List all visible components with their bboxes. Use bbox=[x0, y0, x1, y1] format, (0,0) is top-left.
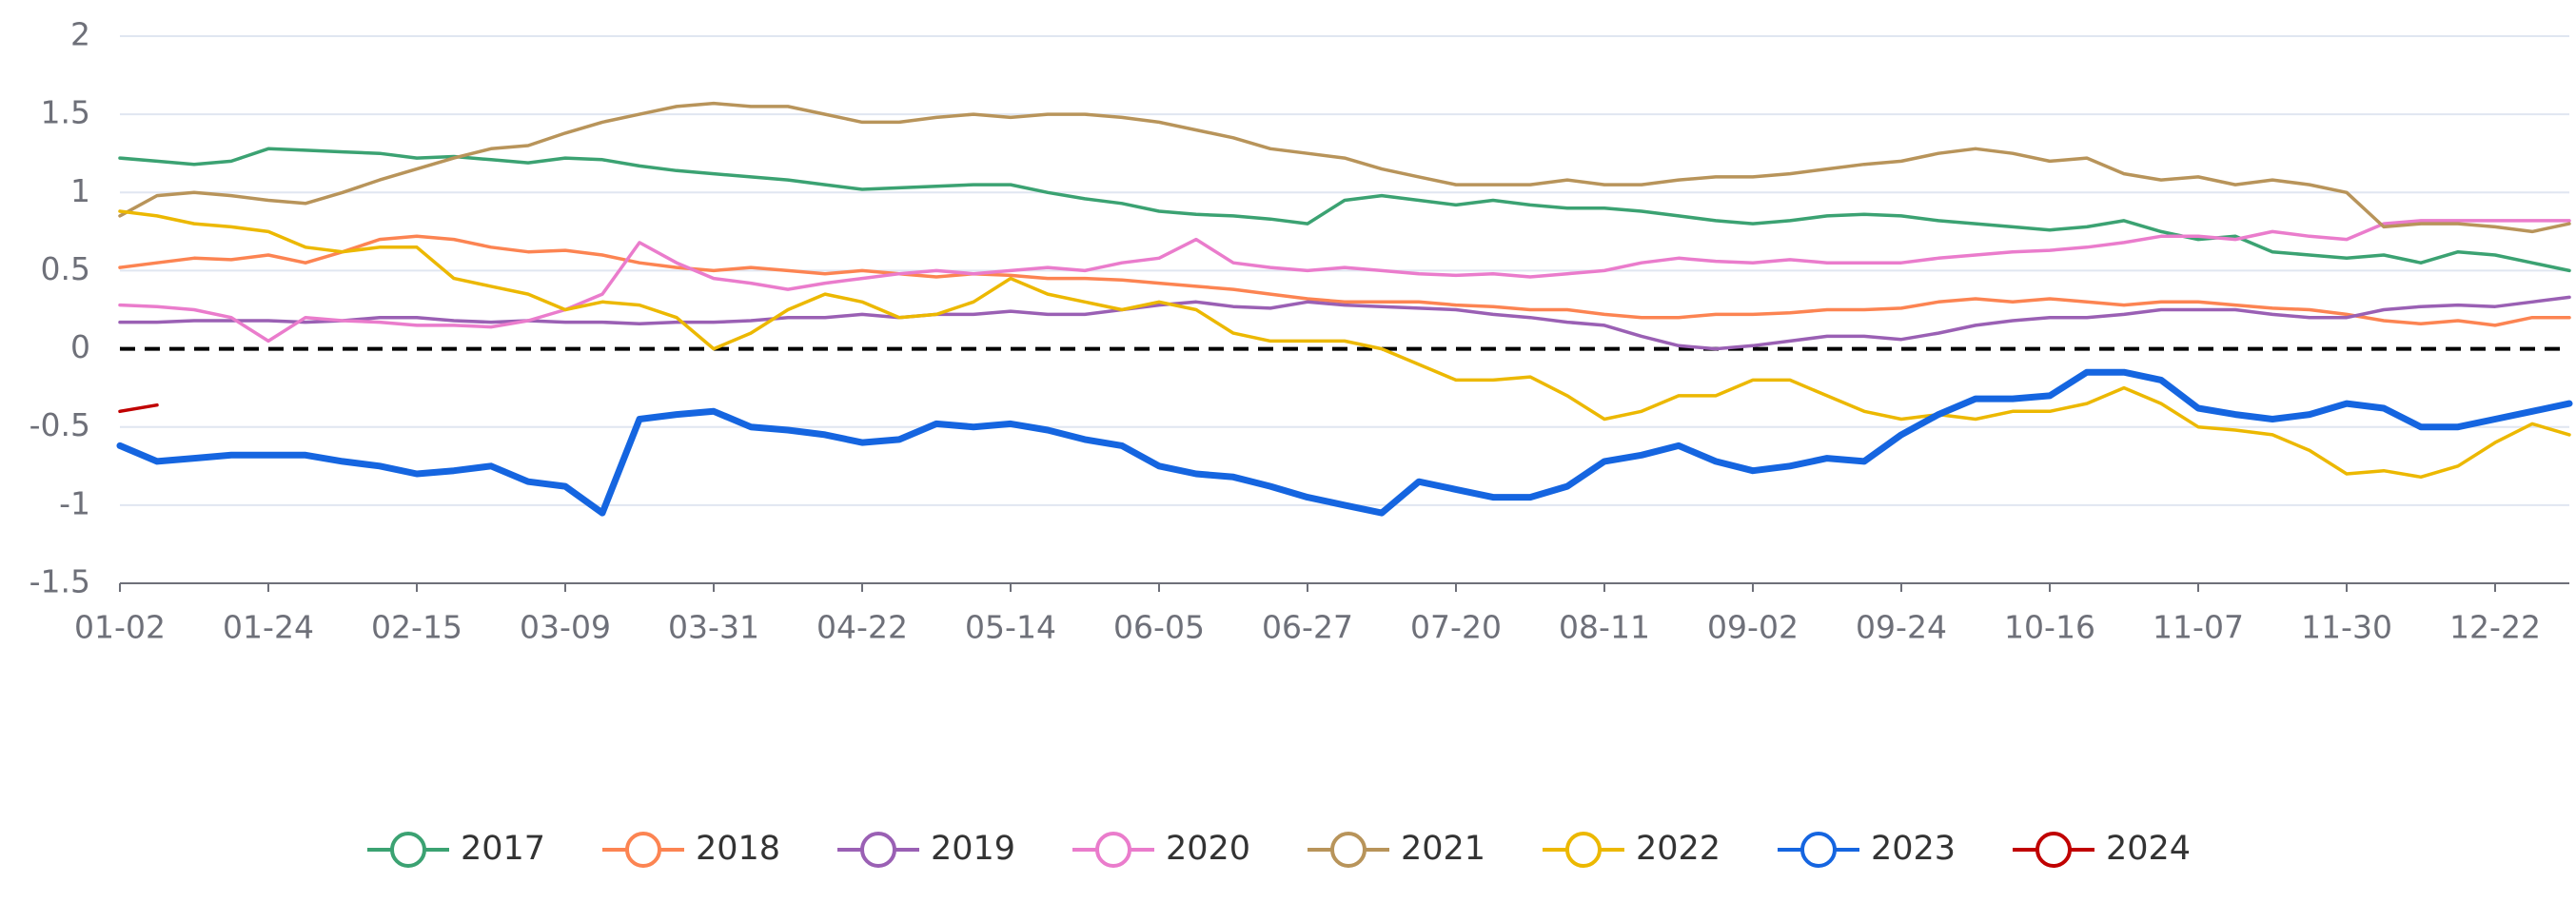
y-tick-label: 0.5 bbox=[41, 250, 90, 287]
legend-item: 2024 bbox=[2013, 830, 2191, 868]
legend-item: 2019 bbox=[837, 830, 1015, 868]
legend-label: 2024 bbox=[2106, 830, 2191, 868]
series-line bbox=[116, 368, 2573, 517]
legend-marker bbox=[1800, 832, 1837, 868]
legend-item: 2018 bbox=[602, 830, 780, 868]
legend-label: 2020 bbox=[1166, 830, 1250, 868]
legend-label: 2017 bbox=[461, 830, 545, 868]
x-tick-label: 11-30 bbox=[2301, 609, 2392, 646]
legend-marker bbox=[625, 832, 661, 868]
legend-item: 2020 bbox=[1072, 830, 1250, 868]
x-tick-label: 07-20 bbox=[1410, 609, 1502, 646]
series-line bbox=[118, 209, 2571, 480]
legend-marker bbox=[1330, 832, 1367, 868]
x-tick-label: 06-27 bbox=[1262, 609, 1353, 646]
x-tick-label: 04-22 bbox=[816, 609, 908, 646]
y-tick-label: -1 bbox=[59, 484, 90, 521]
y-tick-label: -0.5 bbox=[29, 406, 90, 443]
x-tick-label: 01-24 bbox=[223, 609, 314, 646]
x-tick-label: 06-05 bbox=[1113, 609, 1205, 646]
legend-label: 2019 bbox=[931, 830, 1015, 868]
legend-label: 2022 bbox=[1636, 830, 1721, 868]
y-tick-label: 2 bbox=[70, 16, 90, 53]
series-line bbox=[118, 402, 159, 414]
legend-label: 2018 bbox=[696, 830, 780, 868]
x-tick-label: 09-02 bbox=[1707, 609, 1799, 646]
x-tick-label: 05-14 bbox=[965, 609, 1056, 646]
legend-marker bbox=[1095, 832, 1131, 868]
x-tick-label: 03-31 bbox=[668, 609, 759, 646]
y-tick-label: 0 bbox=[70, 328, 90, 365]
x-tick-label: 10-16 bbox=[2004, 609, 2095, 646]
x-tick-label: 08-11 bbox=[1559, 609, 1650, 646]
x-tick-label: 11-07 bbox=[2153, 609, 2244, 646]
series-line bbox=[118, 101, 2571, 234]
y-tick-label: -1.5 bbox=[29, 563, 90, 600]
legend-item: 2023 bbox=[1778, 830, 1956, 868]
legend-label: 2023 bbox=[1871, 830, 1956, 868]
legend-item: 2022 bbox=[1543, 830, 1721, 868]
legend-item: 2021 bbox=[1308, 830, 1485, 868]
series-line bbox=[118, 234, 2571, 327]
x-tick-label: 02-15 bbox=[371, 609, 462, 646]
legend-marker bbox=[1565, 832, 1602, 868]
x-tick-label: 12-22 bbox=[2449, 609, 2541, 646]
x-tick-label: 03-09 bbox=[520, 609, 611, 646]
series-line bbox=[118, 147, 2571, 273]
legend-marker bbox=[2035, 832, 2072, 868]
legend-marker bbox=[390, 832, 426, 868]
legend-label: 2021 bbox=[1401, 830, 1485, 868]
y-tick-label: 1 bbox=[70, 172, 90, 209]
legend-marker bbox=[860, 832, 896, 868]
legend-item: 2017 bbox=[367, 830, 545, 868]
series-line bbox=[118, 219, 2571, 344]
x-tick-label: 01-02 bbox=[74, 609, 166, 646]
y-tick-label: 1.5 bbox=[41, 94, 90, 131]
x-tick-label: 09-24 bbox=[1856, 609, 1947, 646]
